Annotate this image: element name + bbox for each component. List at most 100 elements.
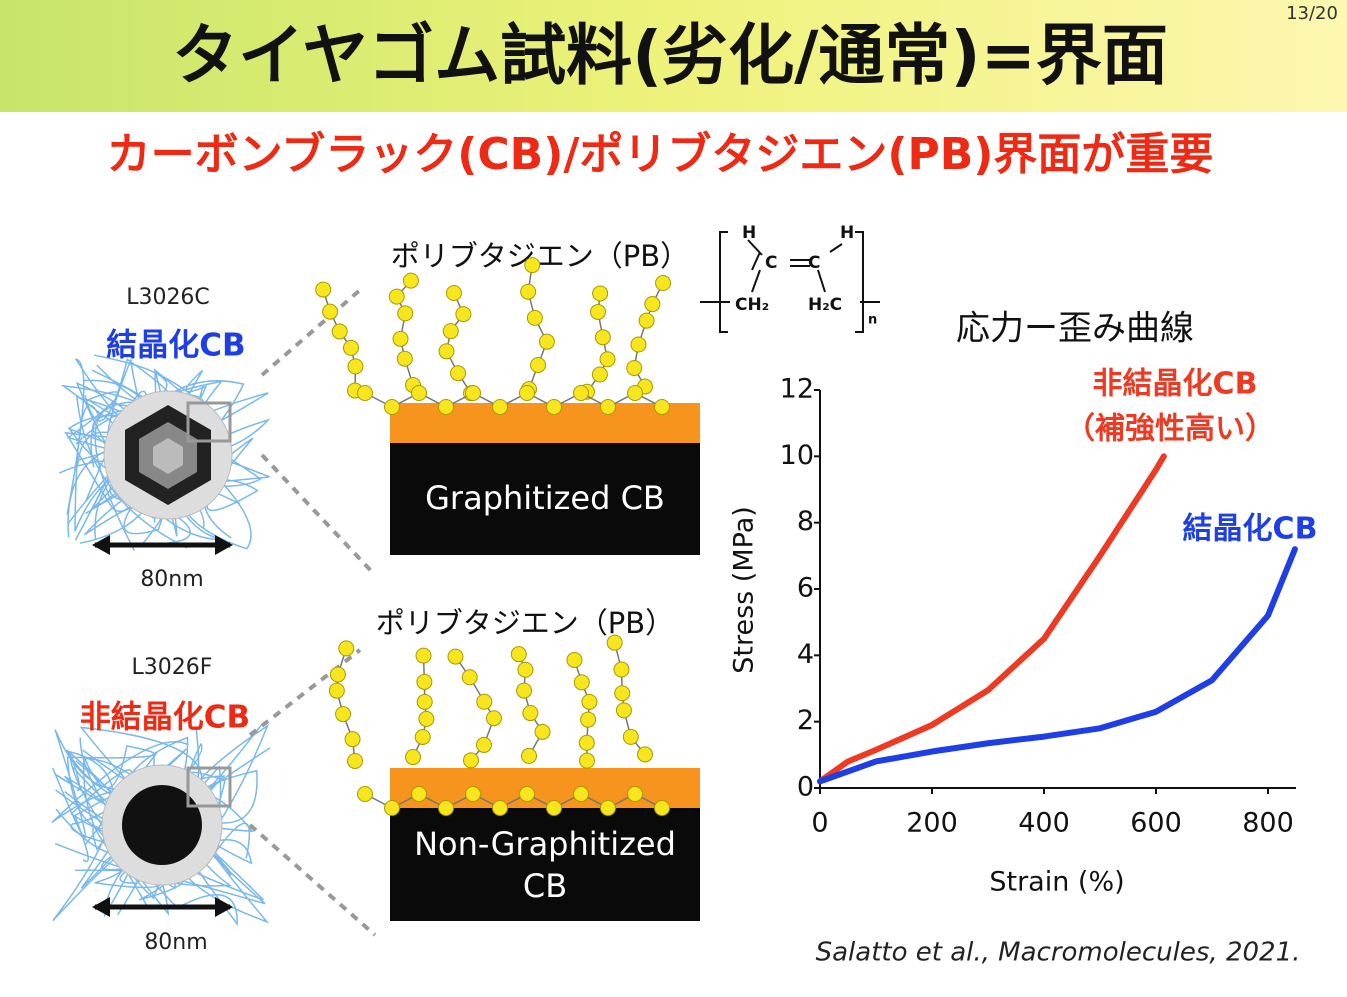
y-tick-label: 8 (797, 506, 814, 537)
monomer (418, 710, 435, 727)
monomer (447, 648, 464, 665)
monomer (573, 674, 590, 691)
monomer (522, 705, 539, 722)
monomer (344, 731, 361, 748)
monomer (516, 682, 533, 699)
monomer (463, 752, 479, 769)
monomer (485, 710, 502, 727)
monomer (396, 350, 413, 367)
monomer (613, 661, 630, 678)
monomer (392, 330, 409, 347)
monomer (626, 359, 643, 376)
monomer (402, 272, 419, 289)
monomer (329, 666, 346, 683)
x-axis-label: Strain (%) (989, 867, 1124, 898)
monomer (606, 634, 623, 651)
y-tick-label: 10 (780, 440, 814, 471)
page-number: 13/20 (1286, 3, 1338, 24)
slide-subtitle: カーボンブラック(CB)/ポリブタジエン(PB)界面が重要 (107, 129, 1214, 180)
monomer (654, 399, 670, 415)
monomer (599, 351, 616, 368)
monomer (644, 296, 661, 313)
monomer (322, 303, 339, 320)
atom: n (868, 313, 877, 328)
header-band (0, 0, 1347, 112)
monomer (461, 669, 478, 686)
monomer (566, 651, 583, 668)
x-tick-label: 200 (906, 808, 958, 839)
sample-name: L3026C (126, 285, 210, 310)
x-tick-label: 400 (1018, 808, 1070, 839)
monomer (654, 800, 670, 816)
series-label: 非結晶化CB (1093, 367, 1258, 402)
arrow-head (215, 897, 233, 917)
monomer (438, 399, 454, 415)
series-label: 結晶化CB (1183, 512, 1318, 547)
monomer (357, 786, 373, 802)
monomer (397, 305, 414, 322)
particle-label: 結晶化CB (106, 328, 245, 364)
monomer (416, 673, 433, 690)
monomer (521, 747, 537, 764)
monomer (455, 306, 472, 323)
polymer-label: ポリブタジエン（PB） (376, 606, 674, 640)
monomer (615, 702, 632, 719)
monomer (579, 752, 595, 769)
sample-name: L3026F (132, 655, 213, 680)
monomer (315, 281, 332, 298)
particle-amorphous: L3026F 非結晶化CB 80nm (80, 655, 250, 955)
substrate (390, 808, 700, 921)
monomer (384, 800, 400, 816)
x-tick-label: 0 (811, 808, 828, 839)
monomer (465, 385, 481, 401)
monomer (335, 706, 352, 723)
monomer (445, 284, 462, 301)
monomer (519, 385, 535, 401)
monomer (578, 734, 595, 751)
zoom-box (186, 766, 232, 808)
monomer (517, 661, 534, 678)
series-line (817, 453, 1167, 785)
monomer (328, 682, 345, 699)
series-note: （補強性高い） (1065, 412, 1275, 447)
monomer (476, 693, 493, 710)
monomer (465, 786, 481, 802)
atom: C (808, 253, 820, 273)
series-line (817, 546, 1298, 785)
monomer (526, 309, 543, 326)
monomer (600, 399, 616, 415)
scale-label: 80nm (144, 930, 207, 955)
monomer (347, 358, 364, 375)
monomer (614, 685, 631, 702)
monomer (438, 343, 455, 360)
atom: C (765, 253, 777, 273)
monomer (590, 303, 607, 320)
monomer (546, 399, 562, 415)
monomer (347, 752, 363, 769)
monomer (524, 257, 541, 274)
particle-crystal: L3026C 結晶化CB 80nm (92, 285, 246, 592)
y-tick-label: 12 (780, 374, 814, 405)
zoom-lines (248, 288, 377, 937)
slide-title: タイヤゴム試料(劣化/通常)=界面 (172, 17, 1168, 94)
monomer (627, 786, 643, 802)
monomer (492, 800, 508, 816)
scale-label: 80nm (140, 567, 203, 592)
atom: H₂C (808, 295, 842, 315)
monomer (475, 736, 492, 753)
y-tick-label: 6 (797, 573, 814, 604)
monomer (411, 385, 427, 401)
monomer (546, 800, 562, 816)
monomer (592, 285, 609, 302)
polymer-label: ポリブタジエン（PB） (391, 239, 689, 273)
y-tick-label: 2 (797, 705, 814, 736)
atom: H (742, 223, 756, 243)
monomer (534, 723, 551, 740)
y-axis-label: Stress (MPa) (729, 506, 760, 674)
monomer (519, 786, 535, 802)
monomer (581, 693, 598, 710)
substrate (390, 443, 700, 555)
substrate-label: Non-Graphitized (414, 825, 676, 863)
monomer (384, 399, 400, 415)
